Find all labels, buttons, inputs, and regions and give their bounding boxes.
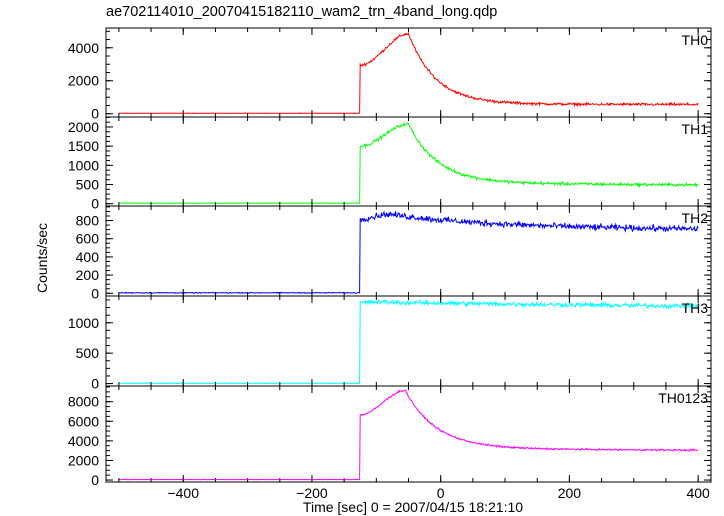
panel-frame (105, 205, 712, 297)
y-tick-label: 0 (91, 376, 99, 392)
y-tick-label: 6000 (68, 413, 99, 429)
panel-th0123: 0 2000 4000 6000 8000 TH0123 (68, 385, 712, 488)
series-line-th0 (118, 31, 699, 115)
panel-th2: 0 200 400 600 800 TH2 (76, 205, 712, 301)
x-tick-label: 200 (558, 485, 582, 501)
y-tick-label: 500 (76, 345, 100, 361)
y-tick-label: 600 (76, 231, 100, 247)
y-axis-label: Counts/sec (34, 223, 50, 293)
series-line-th0123 (118, 389, 699, 481)
y-tick-label: 800 (76, 213, 100, 229)
x-tick-label: −400 (167, 485, 199, 501)
panel-frame (105, 116, 712, 207)
panel-label-th0: TH0 (682, 32, 709, 48)
y-tick-label: 1000 (68, 315, 99, 331)
y-tick-label: 400 (76, 249, 100, 265)
series-line-th1 (118, 121, 699, 205)
panel-label-th0123: TH0123 (658, 390, 708, 406)
y-tick-label: 2000 (68, 452, 99, 468)
y-tick-label: 4000 (68, 40, 99, 56)
x-tick-label: 400 (686, 485, 710, 501)
series-line-th3 (118, 298, 699, 385)
y-tick-label: 500 (76, 177, 100, 193)
panel-frame (105, 385, 712, 483)
y-tick-label: 1500 (68, 138, 99, 154)
panel-label-th3: TH3 (682, 300, 709, 316)
series-line-th2 (118, 210, 699, 295)
y-tick-label: 2000 (68, 119, 99, 135)
y-tick-label: 2000 (68, 73, 99, 89)
y-tick-label: 0 (91, 472, 99, 488)
chart-title: ae702114010_20070415182110_wam2_trn_4ban… (106, 4, 497, 20)
panel-th1: 0 500 1000 1500 2000 TH1 (68, 116, 712, 212)
panel-frame (105, 295, 712, 387)
x-tick-label: −200 (296, 485, 328, 501)
panel-label-th1: TH1 (682, 121, 709, 137)
y-tick-label: 8000 (68, 394, 99, 410)
panel-th0: 0 2000 4000 TH0 (68, 27, 712, 122)
y-tick-label: 200 (76, 267, 100, 283)
x-tick-label: 0 (437, 485, 445, 501)
y-tick-label: 4000 (68, 433, 99, 449)
y-tick-label: 0 (91, 196, 99, 212)
panel-label-th2: TH2 (682, 210, 709, 226)
panel-th3: 0 500 1000 TH3 (68, 295, 712, 392)
y-tick-label: 1000 (68, 157, 99, 173)
x-axis-label: Time [sec] 0 = 2007/04/15 18:21:10 (303, 499, 523, 515)
y-tick-label: 0 (91, 106, 99, 122)
y-tick-label: 0 (91, 285, 99, 301)
